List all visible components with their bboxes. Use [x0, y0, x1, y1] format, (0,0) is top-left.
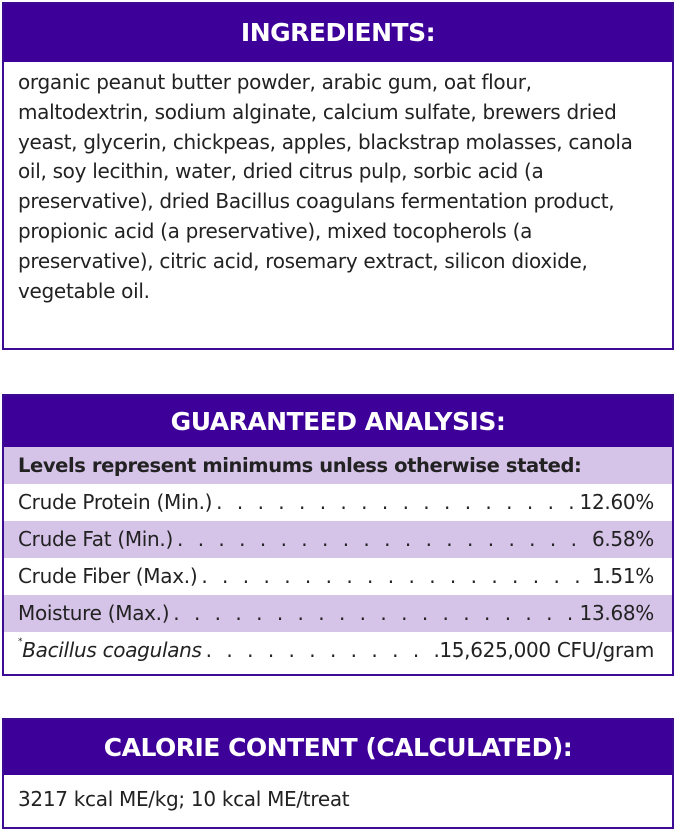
leader-dots	[173, 521, 592, 558]
leader-dots	[197, 558, 592, 595]
row-value: 12.60%	[579, 490, 655, 514]
leader-dots	[202, 632, 440, 669]
analysis-row: Crude Protein (Min.) 12.60%	[4, 484, 672, 521]
row-value: 6.58%	[591, 527, 654, 551]
row-label: Bacillus coagulans	[22, 638, 202, 662]
row-label: Moisture (Max.)	[18, 601, 170, 625]
analysis-row: Crude Fiber (Max.) 1.51%	[4, 558, 672, 595]
ingredients-title: INGREDIENTS:	[4, 4, 672, 62]
row-label: Crude Fat (Min.)	[18, 527, 173, 551]
guaranteed-analysis-panel: GUARANTEED ANALYSIS: Levels represent mi…	[2, 394, 674, 676]
analysis-row: Crude Fat (Min.) 6.58%	[4, 521, 672, 558]
analysis-row: Moisture (Max.) 13.68%	[4, 595, 672, 632]
analysis-subtitle: Levels represent minimums unless otherwi…	[4, 447, 672, 484]
analysis-row: *Bacillus coagulans 15,625,000 CFU/gram	[4, 632, 672, 669]
row-value: 13.68%	[579, 601, 655, 625]
ingredients-text: organic peanut butter powder, arabic gum…	[18, 70, 633, 303]
row-value: 15,625,000 CFU/gram	[439, 638, 654, 662]
calorie-content-panel: CALORIE CONTENT (CALCULATED): 3217 kcal …	[2, 718, 674, 829]
leader-dots	[212, 484, 579, 521]
leader-dots	[169, 595, 579, 632]
analysis-title: GUARANTEED ANALYSIS:	[4, 396, 672, 447]
footnote-marker: *	[18, 637, 23, 647]
calorie-text: 3217 kcal ME/kg; 10 kcal ME/treat	[18, 787, 350, 811]
ingredients-panel: INGREDIENTS: organic peanut butter powde…	[2, 2, 674, 350]
row-value: 1.51%	[591, 564, 654, 588]
row-label: Crude Fiber (Max.)	[18, 564, 198, 588]
calorie-title: CALORIE CONTENT (CALCULATED):	[4, 720, 672, 775]
row-label: Crude Protein (Min.)	[18, 490, 213, 514]
